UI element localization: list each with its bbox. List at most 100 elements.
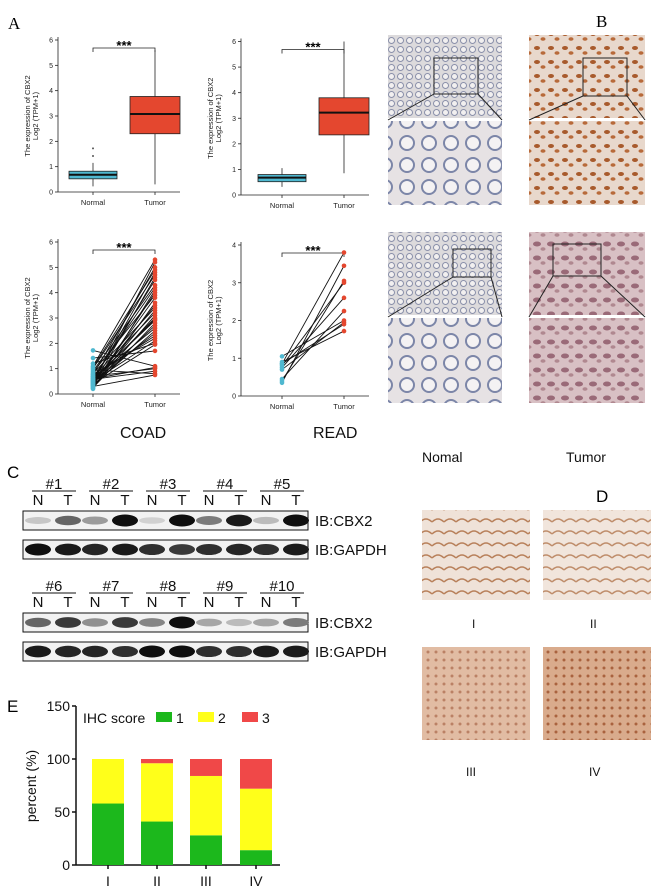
pair-line (92, 370, 156, 380)
gapdh-band (139, 543, 165, 556)
cbx2-band (112, 617, 138, 628)
x-tick-label: Normal (81, 198, 106, 207)
bar-II-score-1 (141, 821, 173, 865)
y-tick-label: 2 (49, 139, 53, 146)
y-tick-label: 150 (47, 698, 71, 714)
y-axis-label: The expression of CBX2 (206, 78, 215, 159)
lane-n-label: N (204, 594, 215, 611)
pair-line (281, 282, 345, 367)
lane-n-label: N (33, 594, 44, 611)
outlier-point (92, 147, 94, 150)
gapdh-band (196, 645, 222, 658)
cbx2-band (283, 514, 309, 527)
x-tick-label: Normal (270, 201, 295, 210)
zoom-line (387, 276, 454, 318)
tumor-point (152, 368, 158, 374)
coad-box-chart: 0 1 2 3 4 5 6 Normal Tumor The expression of CBX2… (23, 37, 181, 207)
cbx2-band (82, 516, 108, 525)
y-tick-label: 5 (232, 65, 236, 72)
sample-label: #3 (160, 476, 177, 493)
bar-IV-score-1 (240, 850, 272, 865)
bar-I-score-2 (92, 759, 124, 804)
ihc-image-normal-high (388, 121, 502, 205)
significance-label: *** (116, 240, 132, 255)
label-normal: Nomal (422, 449, 462, 465)
gapdh-band (25, 645, 51, 658)
gapdh-band (55, 543, 81, 556)
legend-label-3: 3 (262, 710, 270, 726)
tumor-point (341, 295, 347, 301)
tumor-point (341, 263, 347, 269)
lane-n-label: N (204, 492, 215, 509)
lane-t-label: T (63, 492, 72, 509)
normal-point (90, 355, 96, 361)
lane-t-label: T (234, 594, 243, 611)
gapdh-band (25, 543, 51, 556)
pair-line (281, 252, 345, 365)
pair-line (92, 318, 156, 381)
legend-label-1: 1 (176, 710, 184, 726)
ihc-image-stage-iii (422, 647, 530, 740)
lane-n-label: N (147, 594, 158, 611)
y-tick-label: 4 (232, 90, 236, 97)
y-tick-label: 4 (232, 243, 236, 250)
gapdh-band (253, 543, 279, 556)
tumor-point (152, 313, 158, 318)
significance-bracket (281, 252, 345, 257)
lane-n-label: N (261, 492, 272, 509)
tumor-point (152, 300, 158, 306)
pair-line (281, 330, 345, 363)
y-tick-label: 5 (49, 63, 53, 70)
pair-line (281, 310, 345, 380)
bar-I-score-1 (92, 803, 124, 865)
y-tick-label: 6 (49, 240, 53, 247)
label-stage-iv: IV (589, 765, 600, 779)
bar-III-score-3 (190, 759, 222, 776)
lane-t-label: T (234, 492, 243, 509)
panel-label-e: E (7, 697, 18, 716)
bar-III-score-1 (190, 835, 222, 865)
pair-line (281, 297, 345, 368)
tumor-point (152, 259, 158, 265)
y-tick-label: 4 (49, 88, 53, 95)
sample-label: #9 (217, 578, 234, 595)
y-tick-label: 2 (232, 141, 236, 148)
x-tick-label: II (153, 873, 161, 889)
tumor-point (341, 321, 347, 327)
label-tumor: Tumor (566, 449, 606, 465)
zoom-line (626, 95, 646, 121)
lane-n-label: N (90, 594, 101, 611)
read-title: READ (313, 425, 357, 442)
read-box-chart: 0 1 2 3 4 5 6 Normal Tumor The expression of CBX2… (206, 38, 370, 210)
x-tick-label: Tumor (333, 201, 355, 210)
tumor-point (152, 295, 158, 301)
cbx2-band (82, 618, 108, 627)
lane-t-label: T (291, 492, 300, 509)
legend-swatch-2 (198, 712, 214, 722)
y-tick-label: 1 (49, 164, 53, 171)
lane-n-label: N (147, 492, 158, 509)
cbx2-band (253, 516, 279, 525)
ihc-image-tumor-low (529, 35, 645, 118)
panel-d-images: I II III IV (422, 510, 651, 779)
y-tick-label: 0 (49, 392, 53, 399)
cbx2-band (139, 618, 165, 627)
significance-label: *** (305, 40, 321, 55)
lane-t-label: T (120, 594, 129, 611)
significance-label: *** (305, 243, 321, 258)
normal-point (279, 359, 285, 365)
cbx2-band (169, 616, 195, 629)
y-tick-label: 5 (49, 265, 53, 272)
sample-label: #10 (269, 578, 294, 595)
bar-IV-score-3 (240, 759, 272, 789)
tumor-point (152, 275, 158, 280)
bar-II-score-2 (141, 763, 173, 822)
cbx2-band (55, 617, 81, 628)
legend-swatch-1 (156, 712, 172, 722)
pair-line (281, 322, 345, 370)
gapdh-band (283, 645, 309, 658)
significance-bracket (92, 47, 156, 52)
y-tick-label: 1 (49, 366, 53, 373)
